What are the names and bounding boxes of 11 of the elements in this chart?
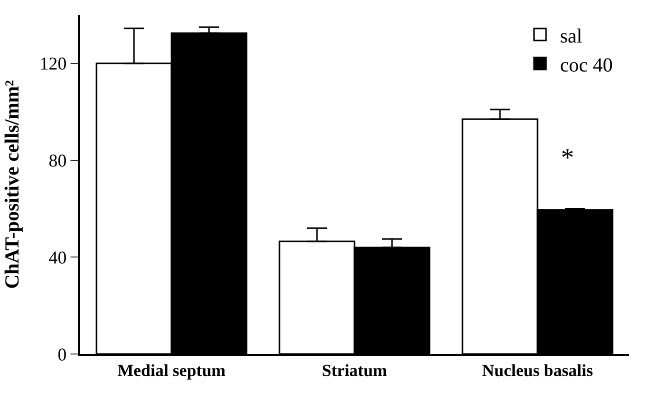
- annotation: *: [561, 143, 574, 172]
- y-axis-title: ChAT-positive cells/mm²: [2, 80, 24, 289]
- x-tick-label: Striatum: [322, 361, 388, 380]
- x-tick-label: Medial septum: [117, 361, 226, 380]
- x-tick-label: Nucleus basalis: [482, 361, 594, 380]
- y-tick-label: 120: [40, 54, 67, 74]
- legend-label: sal: [560, 25, 583, 48]
- y-tick-label: 80: [48, 150, 67, 171]
- legend-label: coc 40: [560, 54, 613, 76]
- y-tick-label: 40: [48, 247, 67, 268]
- y-tick-label: 0: [58, 344, 67, 364]
